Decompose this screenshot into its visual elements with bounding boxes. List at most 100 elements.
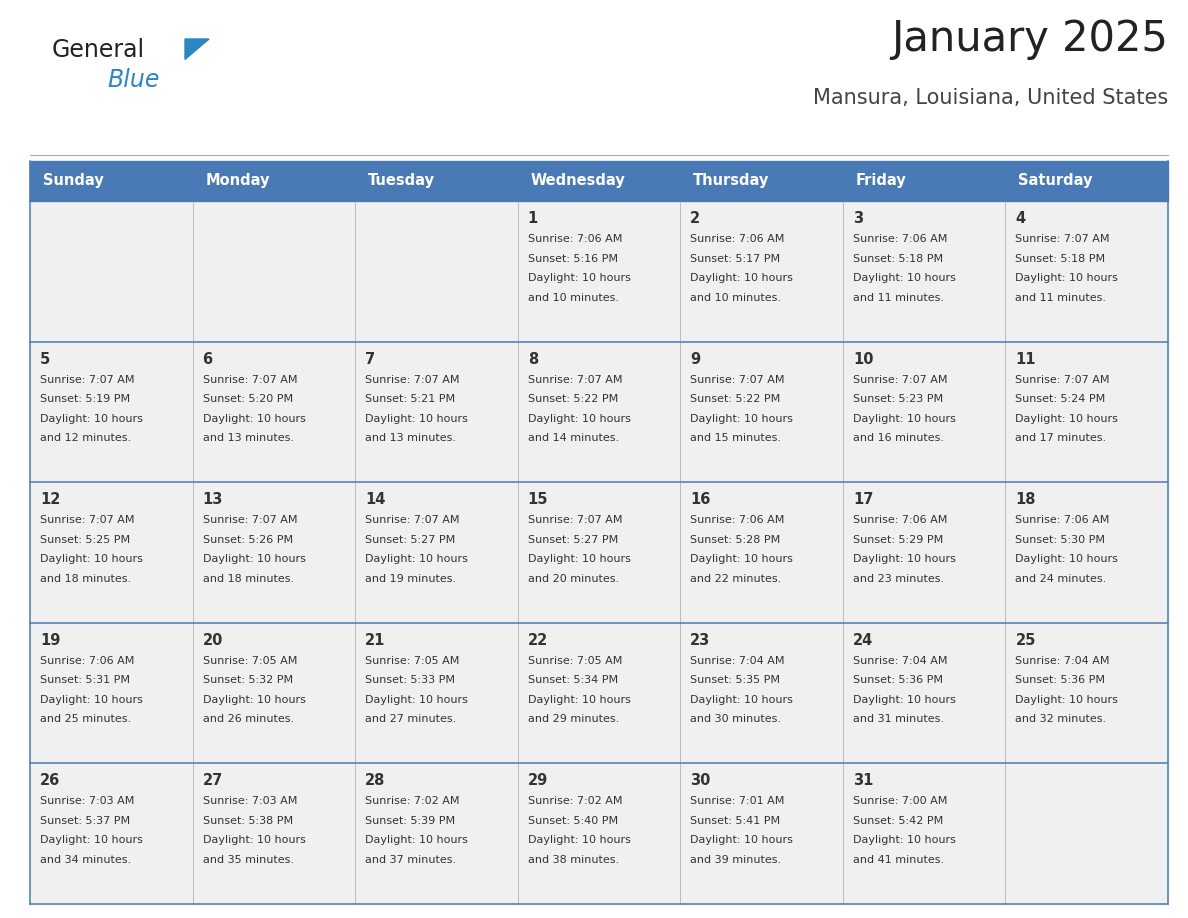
Text: and 20 minutes.: and 20 minutes. <box>527 574 619 584</box>
Text: Daylight: 10 hours: Daylight: 10 hours <box>40 414 143 423</box>
Text: Daylight: 10 hours: Daylight: 10 hours <box>1016 554 1118 565</box>
Text: Sunset: 5:31 PM: Sunset: 5:31 PM <box>40 676 129 686</box>
Text: Sunrise: 7:07 AM: Sunrise: 7:07 AM <box>40 515 134 525</box>
Text: Sunrise: 7:06 AM: Sunrise: 7:06 AM <box>853 234 947 244</box>
Text: Sunrise: 7:06 AM: Sunrise: 7:06 AM <box>690 515 784 525</box>
Text: 31: 31 <box>853 773 873 789</box>
Text: Daylight: 10 hours: Daylight: 10 hours <box>853 554 955 565</box>
Text: Daylight: 10 hours: Daylight: 10 hours <box>203 695 305 705</box>
Text: Sunset: 5:20 PM: Sunset: 5:20 PM <box>203 394 292 404</box>
Text: 15: 15 <box>527 492 548 508</box>
Text: and 30 minutes.: and 30 minutes. <box>690 714 782 724</box>
Text: Daylight: 10 hours: Daylight: 10 hours <box>365 554 468 565</box>
Text: Sunrise: 7:07 AM: Sunrise: 7:07 AM <box>690 375 785 385</box>
Text: Daylight: 10 hours: Daylight: 10 hours <box>40 835 143 845</box>
Text: Sunset: 5:26 PM: Sunset: 5:26 PM <box>203 534 292 544</box>
Text: Sunrise: 7:04 AM: Sunrise: 7:04 AM <box>1016 655 1110 666</box>
Bar <box>30 201 1168 341</box>
Text: Sunset: 5:25 PM: Sunset: 5:25 PM <box>40 534 131 544</box>
Text: Sunrise: 7:03 AM: Sunrise: 7:03 AM <box>203 797 297 806</box>
Text: 3: 3 <box>853 211 862 226</box>
Text: and 13 minutes.: and 13 minutes. <box>365 433 456 443</box>
Text: Sunset: 5:17 PM: Sunset: 5:17 PM <box>690 253 781 263</box>
Text: Sunrise: 7:06 AM: Sunrise: 7:06 AM <box>40 655 134 666</box>
Text: Tuesday: Tuesday <box>368 174 435 188</box>
Text: Blue: Blue <box>107 68 159 92</box>
Text: 7: 7 <box>365 352 375 366</box>
Text: Sunrise: 7:06 AM: Sunrise: 7:06 AM <box>690 234 784 244</box>
Text: Sunset: 5:36 PM: Sunset: 5:36 PM <box>1016 676 1105 686</box>
Text: Monday: Monday <box>206 174 270 188</box>
Text: Sunrise: 7:02 AM: Sunrise: 7:02 AM <box>527 797 623 806</box>
Text: Sunset: 5:19 PM: Sunset: 5:19 PM <box>40 394 131 404</box>
Text: 10: 10 <box>853 352 873 366</box>
Text: Sunset: 5:18 PM: Sunset: 5:18 PM <box>853 253 943 263</box>
Text: Sunrise: 7:07 AM: Sunrise: 7:07 AM <box>203 515 297 525</box>
Text: Sunrise: 7:00 AM: Sunrise: 7:00 AM <box>853 797 947 806</box>
Text: Sunday: Sunday <box>43 174 103 188</box>
Text: and 18 minutes.: and 18 minutes. <box>40 574 131 584</box>
Text: and 15 minutes.: and 15 minutes. <box>690 433 782 443</box>
Text: Sunset: 5:38 PM: Sunset: 5:38 PM <box>203 816 292 826</box>
Text: 8: 8 <box>527 352 538 366</box>
Text: Daylight: 10 hours: Daylight: 10 hours <box>527 695 631 705</box>
Text: Sunset: 5:40 PM: Sunset: 5:40 PM <box>527 816 618 826</box>
Text: and 12 minutes.: and 12 minutes. <box>40 433 131 443</box>
Text: Sunset: 5:39 PM: Sunset: 5:39 PM <box>365 816 455 826</box>
Text: Mansura, Louisiana, United States: Mansura, Louisiana, United States <box>813 88 1168 108</box>
Text: Daylight: 10 hours: Daylight: 10 hours <box>853 835 955 845</box>
Text: Sunrise: 7:05 AM: Sunrise: 7:05 AM <box>527 655 623 666</box>
Text: Sunset: 5:24 PM: Sunset: 5:24 PM <box>1016 394 1106 404</box>
Text: Sunrise: 7:04 AM: Sunrise: 7:04 AM <box>853 655 947 666</box>
Text: 17: 17 <box>853 492 873 508</box>
Text: 11: 11 <box>1016 352 1036 366</box>
Text: Sunset: 5:22 PM: Sunset: 5:22 PM <box>690 394 781 404</box>
Text: and 19 minutes.: and 19 minutes. <box>365 574 456 584</box>
Text: Daylight: 10 hours: Daylight: 10 hours <box>527 835 631 845</box>
Text: and 11 minutes.: and 11 minutes. <box>853 293 943 303</box>
Text: Daylight: 10 hours: Daylight: 10 hours <box>853 414 955 423</box>
Text: Saturday: Saturday <box>1018 174 1093 188</box>
Text: 6: 6 <box>203 352 213 366</box>
Text: Sunset: 5:23 PM: Sunset: 5:23 PM <box>853 394 943 404</box>
Text: Daylight: 10 hours: Daylight: 10 hours <box>527 554 631 565</box>
Text: 24: 24 <box>853 633 873 648</box>
Text: 29: 29 <box>527 773 548 789</box>
Text: and 34 minutes.: and 34 minutes. <box>40 855 131 865</box>
Text: and 32 minutes.: and 32 minutes. <box>1016 714 1106 724</box>
Text: and 24 minutes.: and 24 minutes. <box>1016 574 1107 584</box>
Text: Sunset: 5:27 PM: Sunset: 5:27 PM <box>527 534 618 544</box>
Text: Sunset: 5:16 PM: Sunset: 5:16 PM <box>527 253 618 263</box>
Text: Sunrise: 7:07 AM: Sunrise: 7:07 AM <box>1016 375 1110 385</box>
Text: Daylight: 10 hours: Daylight: 10 hours <box>40 554 143 565</box>
Text: 12: 12 <box>40 492 61 508</box>
Text: 14: 14 <box>365 492 386 508</box>
Text: Sunset: 5:28 PM: Sunset: 5:28 PM <box>690 534 781 544</box>
Text: Daylight: 10 hours: Daylight: 10 hours <box>1016 273 1118 283</box>
Text: Sunrise: 7:07 AM: Sunrise: 7:07 AM <box>365 375 460 385</box>
Bar <box>30 341 1168 482</box>
Text: 22: 22 <box>527 633 548 648</box>
Text: Daylight: 10 hours: Daylight: 10 hours <box>690 695 794 705</box>
Text: Sunset: 5:34 PM: Sunset: 5:34 PM <box>527 676 618 686</box>
Text: and 38 minutes.: and 38 minutes. <box>527 855 619 865</box>
Text: Sunrise: 7:05 AM: Sunrise: 7:05 AM <box>203 655 297 666</box>
Text: and 31 minutes.: and 31 minutes. <box>853 714 943 724</box>
Text: and 11 minutes.: and 11 minutes. <box>1016 293 1106 303</box>
Text: Thursday: Thursday <box>694 174 770 188</box>
Text: 20: 20 <box>203 633 223 648</box>
Text: and 13 minutes.: and 13 minutes. <box>203 433 293 443</box>
Text: Sunset: 5:33 PM: Sunset: 5:33 PM <box>365 676 455 686</box>
Text: 21: 21 <box>365 633 386 648</box>
Text: 25: 25 <box>1016 633 1036 648</box>
Text: Sunrise: 7:05 AM: Sunrise: 7:05 AM <box>365 655 460 666</box>
Text: Sunrise: 7:07 AM: Sunrise: 7:07 AM <box>527 375 623 385</box>
Text: 2: 2 <box>690 211 701 226</box>
Text: General: General <box>52 38 145 62</box>
Text: 28: 28 <box>365 773 386 789</box>
Text: Daylight: 10 hours: Daylight: 10 hours <box>1016 414 1118 423</box>
Text: Sunset: 5:41 PM: Sunset: 5:41 PM <box>690 816 781 826</box>
Text: Sunrise: 7:07 AM: Sunrise: 7:07 AM <box>365 515 460 525</box>
Text: Daylight: 10 hours: Daylight: 10 hours <box>365 414 468 423</box>
Text: Daylight: 10 hours: Daylight: 10 hours <box>365 835 468 845</box>
